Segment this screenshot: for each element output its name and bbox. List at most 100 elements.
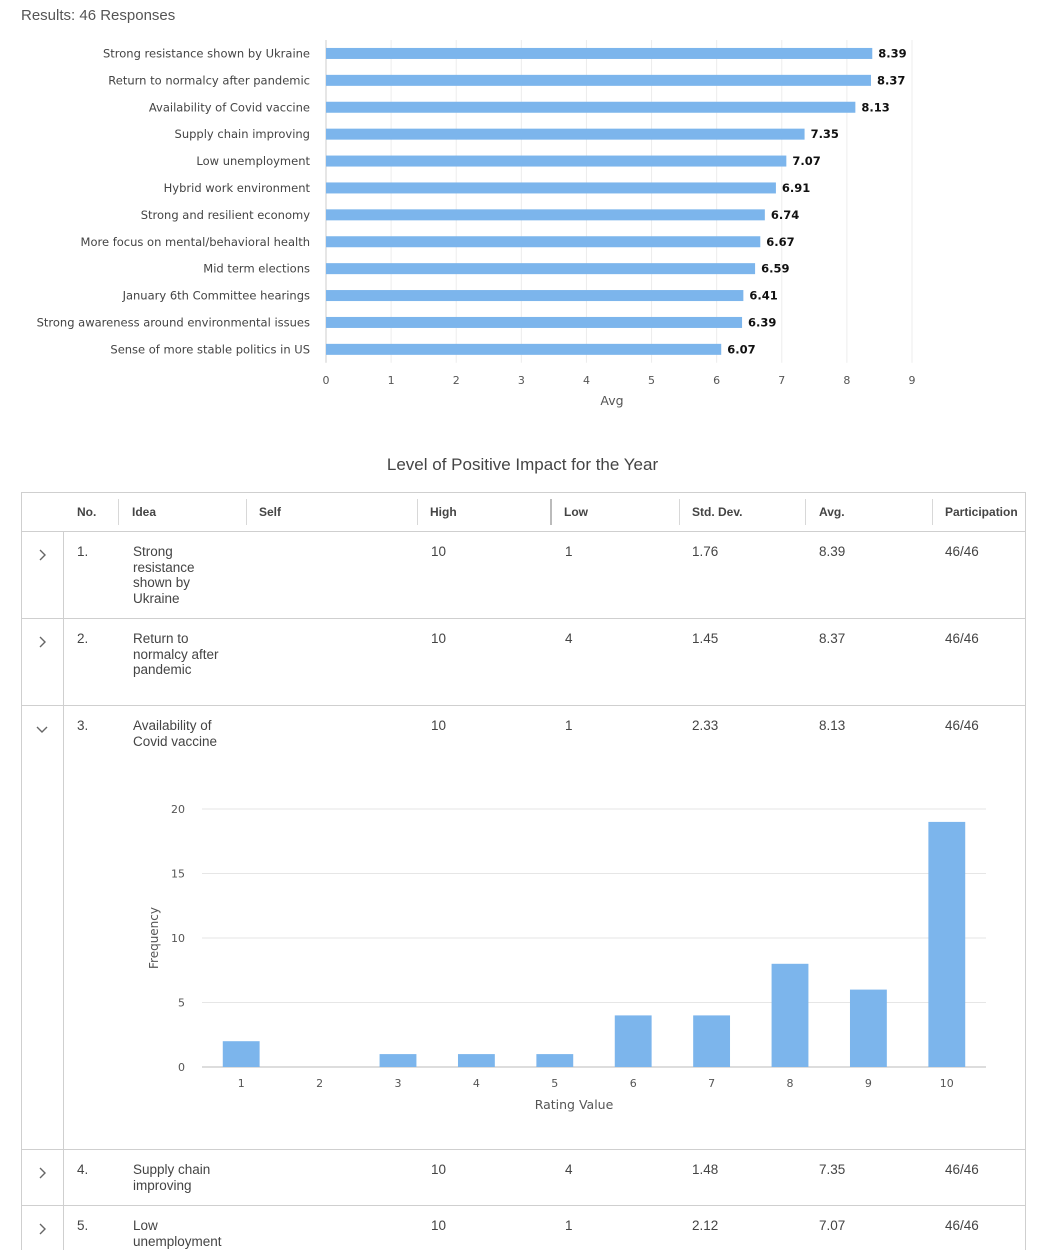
bar[interactable]	[326, 343, 722, 355]
category-label: Supply chain improving	[175, 127, 310, 141]
chevron-right-icon[interactable]	[32, 632, 52, 652]
bar[interactable]	[326, 74, 871, 86]
category-label: Strong and resilient economy	[141, 208, 310, 222]
x-tick-label: 8	[843, 374, 850, 387]
y-tick-label: 0	[178, 1061, 185, 1074]
x-tick-label: 10	[940, 1077, 954, 1090]
header-no[interactable]: No.	[77, 505, 97, 519]
header-std-dev[interactable]: Std. Dev.	[692, 505, 743, 519]
row-number: 1.	[77, 544, 89, 559]
x-tick-label: 1	[238, 1077, 245, 1090]
row-low: 4	[565, 1162, 573, 1177]
bar[interactable]	[614, 1015, 652, 1067]
x-tick-label: 4	[473, 1077, 480, 1090]
row-std-dev: 1.76	[692, 544, 719, 559]
header-avg[interactable]: Avg.	[819, 505, 845, 519]
x-tick-label: 9	[909, 374, 916, 387]
bar[interactable]	[326, 47, 873, 59]
row-number: 2.	[77, 631, 89, 646]
data-label: 8.37	[877, 73, 905, 87]
table-row[interactable]: 1. Strong resistance shown by Ukraine 10…	[22, 532, 1025, 619]
table-row[interactable]: 5. Low unemployment 10 1 2.12 7.07 46/46	[22, 1206, 1025, 1250]
results-table: No. Idea Self High Low Std. Dev. Avg. Pa…	[21, 492, 1026, 1250]
row-participation: 46/46	[945, 1218, 979, 1233]
row-low: 1	[565, 1218, 573, 1233]
table-row[interactable]: 4. Supply chain improving 10 4 1.48 7.35…	[22, 1150, 1025, 1206]
chart-title: Level of Positive Impact for the Year	[386, 455, 659, 474]
category-label: Strong resistance shown by Ukraine	[103, 46, 310, 60]
bar[interactable]	[536, 1054, 574, 1067]
row-high: 10	[431, 631, 447, 646]
bar[interactable]	[326, 155, 787, 167]
row-number: 5.	[77, 1218, 89, 1233]
data-label: 6.67	[766, 235, 794, 249]
row-number: 4.	[77, 1162, 89, 1177]
row-idea: Strong resistance shown by Ukraine	[133, 544, 195, 606]
bar[interactable]	[326, 263, 756, 275]
table-row[interactable]: 2. Return to normalcy after pandemic 10 …	[22, 619, 1025, 706]
row-participation: 46/46	[945, 1162, 979, 1177]
header-self[interactable]: Self	[259, 505, 282, 519]
bar[interactable]	[326, 182, 776, 194]
rating-frequency-chart: 0 5 10 15 20 1 2 3 4 5 6 7 8 9 10 Rating Value Frequency	[147, 803, 986, 1112]
bar[interactable]	[326, 101, 856, 113]
chevron-right-icon[interactable]	[32, 1163, 52, 1183]
bar[interactable]	[379, 1054, 417, 1067]
header-participation[interactable]: Participation	[945, 505, 1018, 519]
y-axis-title: Frequency	[147, 907, 161, 969]
chevron-right-icon[interactable]	[32, 1219, 52, 1239]
x-tick-label: 7	[708, 1077, 715, 1090]
header-idea[interactable]: Idea	[132, 505, 157, 519]
x-tick-label: 2	[316, 1077, 323, 1090]
bar[interactable]	[326, 316, 743, 328]
data-label: 6.91	[782, 181, 810, 195]
header-low[interactable]: Low	[564, 505, 588, 519]
x-tick-label: 7	[778, 374, 785, 387]
row-low: 4	[565, 631, 573, 646]
category-label: Low unemployment	[196, 154, 310, 168]
category-label: Strong awareness around environmental is…	[37, 315, 310, 329]
row-high: 10	[431, 1162, 447, 1177]
table-header: No. Idea Self High Low Std. Dev. Avg. Pa…	[22, 493, 1025, 532]
bar[interactable]	[326, 209, 765, 221]
x-tick-label: 3	[518, 374, 525, 387]
results-count: Results: 46 Responses	[21, 7, 176, 24]
bar[interactable]	[771, 963, 809, 1067]
bar[interactable]	[326, 128, 805, 140]
bar[interactable]	[326, 236, 761, 248]
row-participation: 46/46	[945, 718, 979, 733]
data-label: 8.39	[878, 46, 906, 60]
row-low: 1	[565, 718, 573, 733]
x-tick-label: 8	[787, 1077, 794, 1090]
row-avg: 8.13	[819, 718, 846, 733]
table-row-expanded[interactable]: 3. Availability of Covid vaccine 10 1 2.…	[22, 706, 1025, 1150]
category-label: More focus on mental/behavioral health	[81, 235, 310, 249]
y-tick-label: 20	[171, 803, 185, 816]
bar[interactable]	[457, 1054, 495, 1067]
chevron-right-icon[interactable]	[32, 545, 52, 565]
bar[interactable]	[928, 821, 966, 1067]
y-tick-label: 15	[171, 868, 185, 881]
row-idea: Low unemployment	[133, 1218, 222, 1249]
x-tick-label: 5	[551, 1077, 558, 1090]
data-label: 7.07	[792, 154, 820, 168]
row-avg: 7.35	[819, 1162, 846, 1177]
row-idea: Return to normalcy after pandemic	[133, 631, 219, 677]
x-tick-label: 0	[323, 374, 330, 387]
bar[interactable]	[849, 989, 887, 1067]
bar[interactable]	[222, 1041, 260, 1067]
chevron-down-icon[interactable]	[32, 719, 52, 739]
row-std-dev: 1.48	[692, 1162, 719, 1177]
bar[interactable]	[326, 290, 744, 302]
row-participation: 46/46	[945, 631, 979, 646]
x-tick-label: 6	[630, 1077, 637, 1090]
header-high[interactable]: High	[430, 505, 457, 519]
bar[interactable]	[693, 1015, 731, 1067]
data-label: 6.07	[727, 342, 755, 356]
row-idea: Availability of Covid vaccine	[133, 718, 218, 749]
x-tick-label: 6	[713, 374, 720, 387]
data-label: 6.59	[761, 262, 789, 276]
category-label: Sense of more stable politics in US	[110, 342, 310, 356]
row-avg: 8.37	[819, 631, 846, 646]
data-label: 6.39	[748, 315, 776, 329]
